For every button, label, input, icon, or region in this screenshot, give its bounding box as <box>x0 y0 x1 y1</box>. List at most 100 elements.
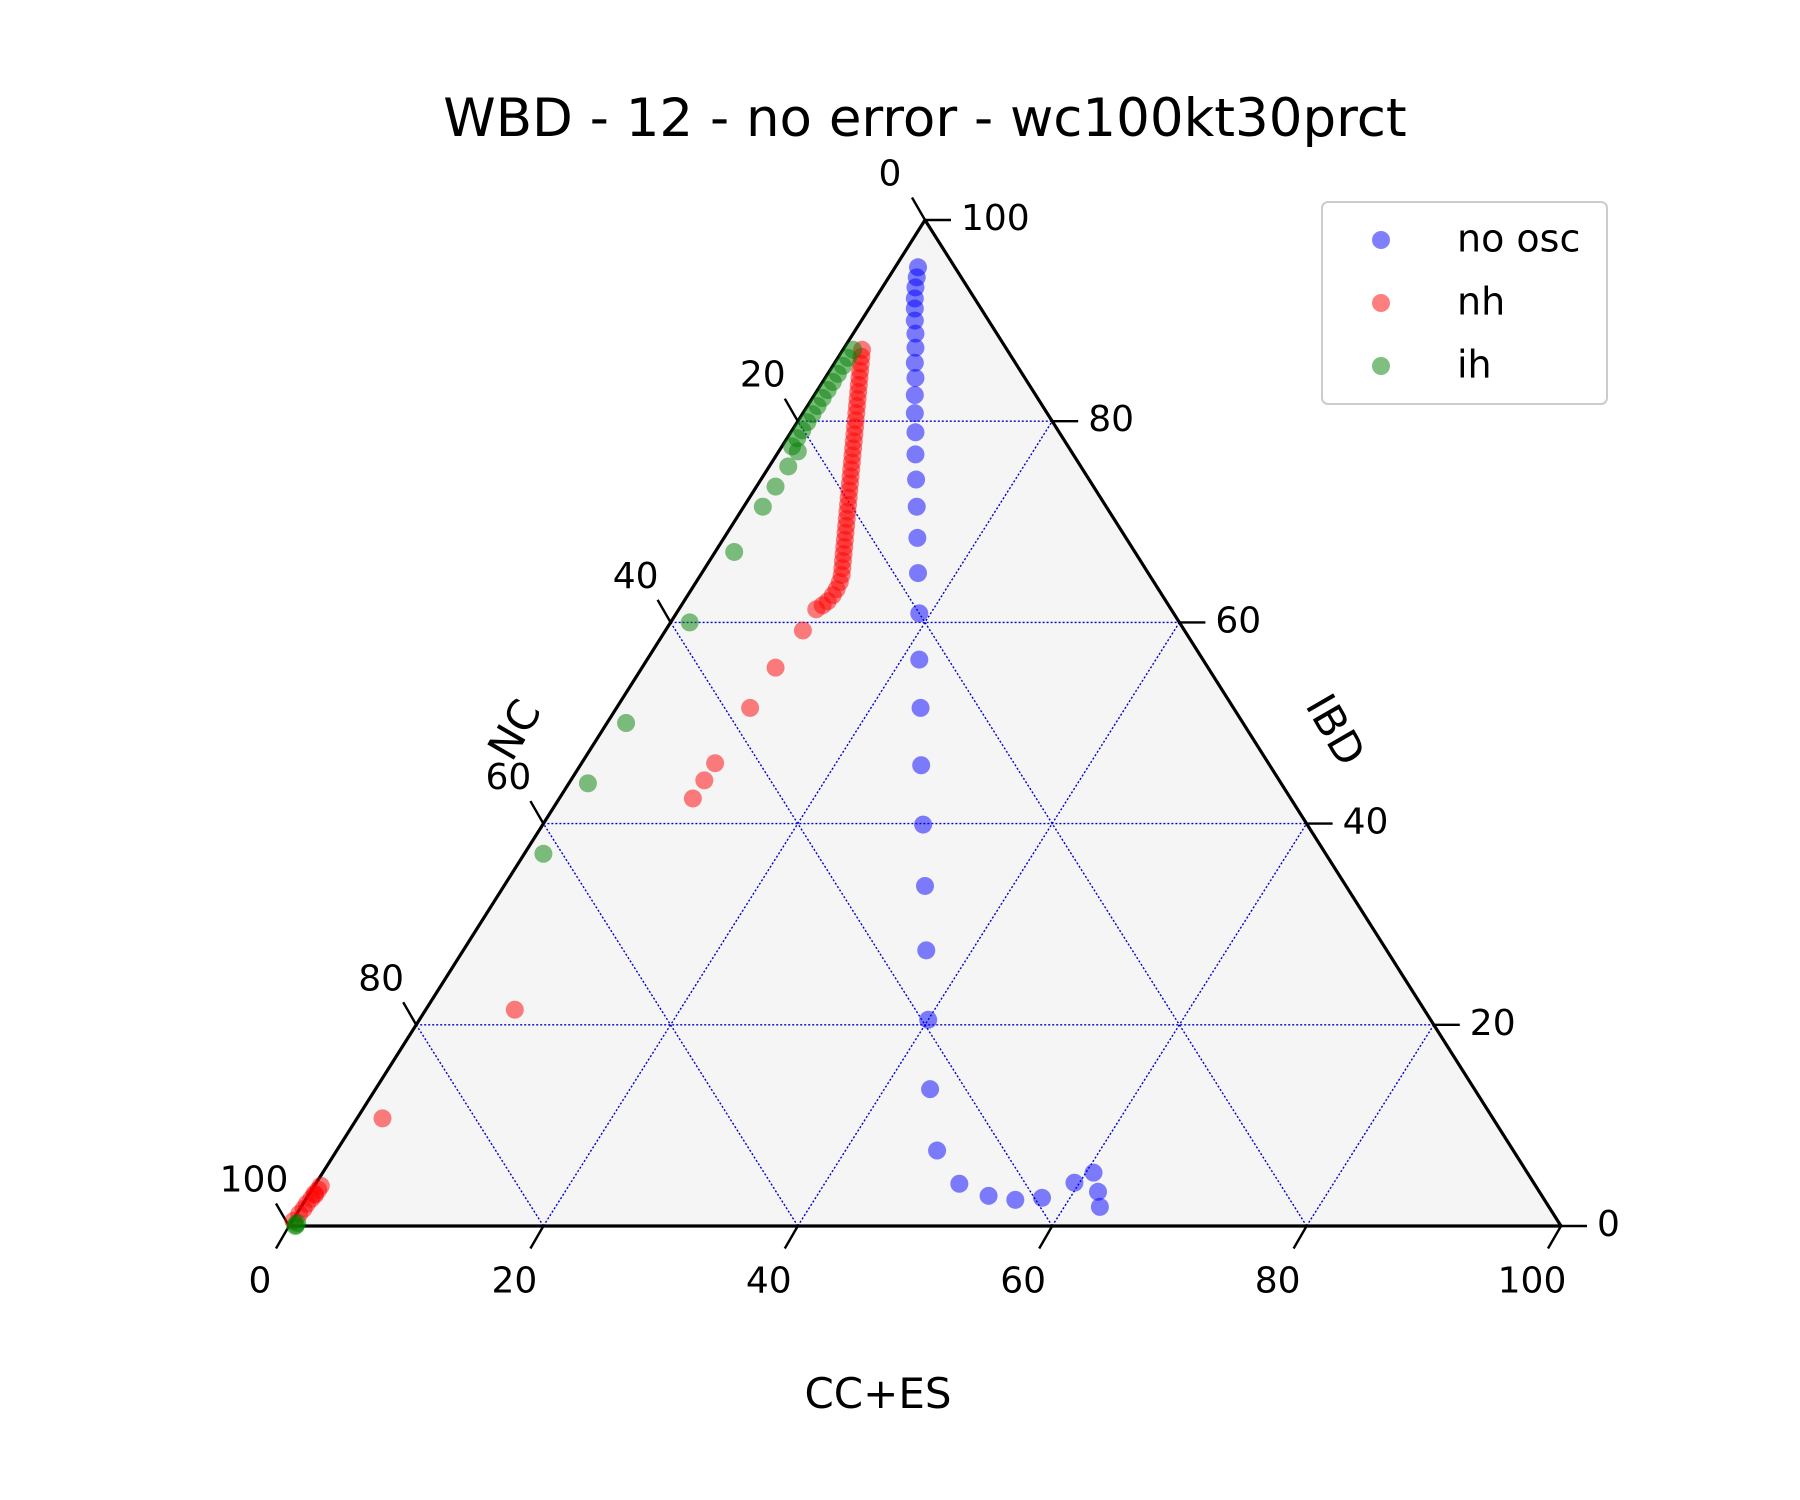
chart-title: WBD - 12 - no error - wc100kt30prct <box>443 88 1406 149</box>
data-point <box>905 404 924 423</box>
tick-bottom <box>1038 1225 1054 1250</box>
edge-left <box>287 218 927 1228</box>
axis-label-right: IBD <box>1296 686 1375 774</box>
data-point <box>617 714 636 732</box>
data-point <box>753 497 772 516</box>
tick-bottom <box>274 1225 291 1250</box>
series-no-osc <box>905 258 1109 1216</box>
tick-left <box>402 1001 418 1026</box>
data-point <box>905 311 924 330</box>
data-point <box>1033 1188 1052 1207</box>
tick-label-right: 60 <box>1215 600 1261 641</box>
data-point <box>905 386 924 405</box>
data-points <box>284 258 1109 1235</box>
tick-label-bottom: 80 <box>1255 1261 1301 1302</box>
data-point <box>578 774 597 793</box>
data-point <box>793 621 812 640</box>
grid-line <box>542 823 799 1227</box>
tick-left <box>910 196 927 221</box>
data-point <box>695 771 714 790</box>
data-point <box>916 876 934 895</box>
data-point <box>908 528 927 547</box>
data-point <box>907 470 926 489</box>
tick-label-left: 100 <box>220 1159 289 1200</box>
data-point <box>911 698 930 717</box>
legend: no osc nh ih <box>1321 201 1608 405</box>
tick-bottom <box>529 1225 545 1250</box>
data-point <box>907 497 926 516</box>
data-point <box>788 442 807 461</box>
tick-label-right: 0 <box>1597 1204 1620 1245</box>
grid-lines <box>415 420 1435 1227</box>
tick-label-right: 80 <box>1088 399 1134 440</box>
data-point <box>906 338 925 357</box>
triangle-background <box>289 220 1561 1226</box>
data-point <box>766 658 785 677</box>
data-point <box>373 1109 392 1128</box>
tick-label-right: 20 <box>1470 1003 1516 1044</box>
axis-label-bottom: CC+ES <box>804 1369 951 1418</box>
data-point <box>1090 1197 1109 1216</box>
data-point <box>1065 1173 1084 1192</box>
data-point <box>910 604 929 623</box>
tick-label-right: 40 <box>1343 802 1389 843</box>
legend-label: no osc <box>1457 217 1580 261</box>
tick-label-bottom: 100 <box>1498 1261 1567 1302</box>
legend-frame <box>1321 201 1608 405</box>
axis-ticks: 0 20 40 60 80 100 0 20 40 60 80 100 0 20 40 60 80 100 <box>220 153 1620 1301</box>
data-point <box>906 423 925 442</box>
series-ih <box>286 340 863 1235</box>
data-point <box>1084 1163 1103 1182</box>
edge-right <box>923 218 1563 1228</box>
data-point <box>680 613 699 632</box>
data-point <box>286 1215 305 1234</box>
tick-left <box>656 599 672 624</box>
tick-label-bottom: 60 <box>1000 1261 1046 1302</box>
legend-marker <box>1372 294 1390 312</box>
data-point <box>906 445 925 464</box>
tick-label-left: 80 <box>358 958 404 999</box>
data-point <box>534 844 553 863</box>
data-point <box>741 698 760 717</box>
tick-label-left: 20 <box>740 355 786 396</box>
tick-left <box>783 398 799 422</box>
data-point <box>979 1186 998 1205</box>
tick-label-bottom: 0 <box>249 1261 272 1302</box>
data-point <box>779 457 798 476</box>
data-point <box>917 941 936 960</box>
tick-bottom <box>783 1225 799 1250</box>
data-point <box>921 1080 940 1099</box>
data-point <box>725 542 744 561</box>
data-point <box>914 815 933 834</box>
data-point <box>766 477 785 496</box>
legend-marker <box>1372 231 1390 249</box>
grid-line <box>670 622 1053 1227</box>
tick-bottom <box>1546 1225 1563 1250</box>
data-point <box>912 756 931 775</box>
data-point <box>906 324 925 343</box>
data-point <box>928 1141 947 1160</box>
data-point <box>505 1000 524 1019</box>
data-point <box>807 600 826 619</box>
data-point <box>950 1174 969 1193</box>
legend-marker <box>1372 357 1390 375</box>
data-point <box>906 368 925 387</box>
data-point <box>683 789 702 808</box>
tick-label-bottom: 40 <box>746 1261 792 1302</box>
legend-label: ih <box>1457 343 1492 387</box>
data-point <box>1088 1182 1107 1201</box>
tick-label-left: 60 <box>485 757 531 798</box>
grid-line <box>797 622 1180 1227</box>
triangle-outline <box>287 218 1563 1228</box>
data-point <box>1006 1190 1025 1209</box>
tick-bottom <box>1292 1225 1308 1250</box>
data-point <box>905 353 924 372</box>
tick-label-bottom: 20 <box>491 1261 537 1302</box>
tick-label-left: 0 <box>879 153 902 194</box>
data-point <box>910 650 929 669</box>
tick-left <box>529 800 545 825</box>
legend-label: nh <box>1457 280 1505 324</box>
tick-label-right: 100 <box>961 198 1030 239</box>
grid-line <box>797 420 1308 1227</box>
